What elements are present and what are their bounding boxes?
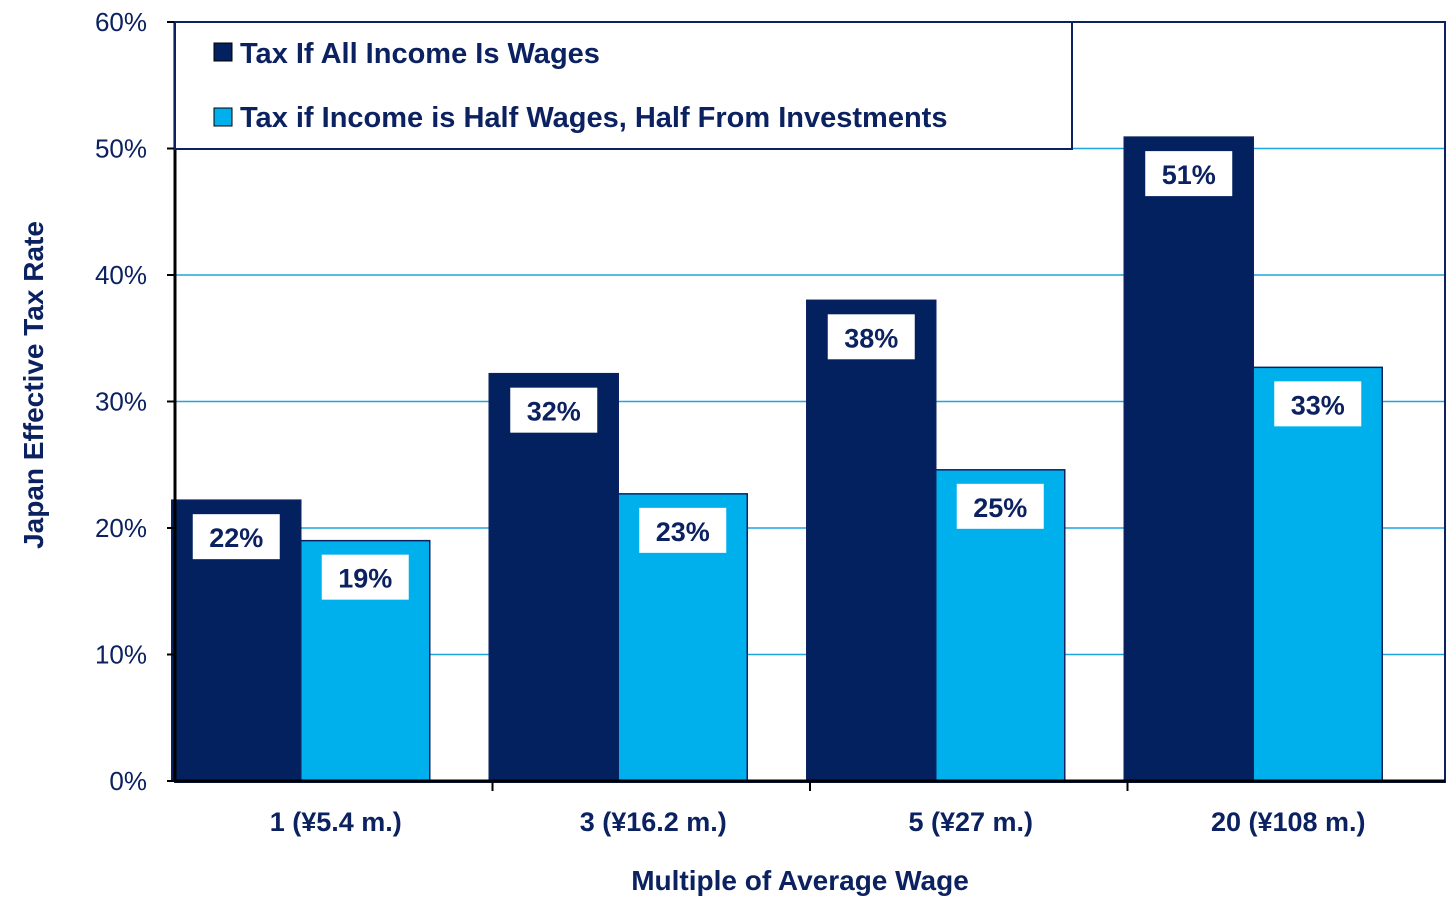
y-tick-label: 0% [109,766,147,796]
data-label: 33% [1291,390,1345,420]
bar-wages [1123,136,1254,782]
y-tick-label: 50% [95,134,147,164]
data-label: 19% [338,564,392,594]
y-axis-title: Japan Effective Tax Rate [18,221,49,549]
legend-swatch-half-investments [213,107,233,127]
data-label-box [510,387,598,433]
data-label-box [1274,381,1362,427]
x-category-label: 20 (¥108 m.) [1211,807,1366,837]
bar-wages [488,372,619,782]
x-category-label: 1 (¥5.4 m.) [270,807,402,837]
legend-label-wages: Tax If All Income Is Wages [240,38,600,70]
data-label-box [956,483,1044,529]
data-label: 22% [209,523,263,553]
x-category-label: 3 (¥16.2 m.) [580,807,727,837]
bars: 22% 19% 32% 23% 38% 25% 51% 33% [171,136,1383,782]
x-category-labels: 1 (¥5.4 m.) 3 (¥16.2 m.) 5 (¥27 m.) 20 (¥10… [270,807,1366,837]
data-label-box [827,314,915,360]
data-label: 23% [656,517,710,547]
x-category-label: 5 (¥27 m.) [908,807,1033,837]
x-axis-title: Multiple of Average Wage [631,865,969,896]
legend-box [174,21,1073,150]
y-tick-label: 10% [95,640,147,670]
data-label: 32% [527,397,581,427]
legend-label-half-investments: Tax if Income is Half Wages, Half From I… [240,102,947,134]
y-tick-label: 60% [95,7,147,37]
y-tick-label: 30% [95,387,147,417]
data-label-box [639,507,727,553]
data-label: 38% [844,323,898,353]
y-tick-labels: 0% 10% 20% 30% 40% 50% 60% [95,7,147,796]
legend-swatch-wages [213,42,233,62]
bar-half-investments [1252,366,1383,782]
data-label: 51% [1162,160,1216,190]
legend: Tax If All Income Is Wages Tax if Income… [174,21,1073,150]
y-tick-label: 40% [95,260,147,290]
data-label-box [1145,151,1233,197]
data-label: 25% [973,493,1027,523]
data-label-box [321,554,409,600]
data-label-box [192,514,280,560]
y-tick-label: 20% [95,513,147,543]
bar-wages [806,299,937,782]
